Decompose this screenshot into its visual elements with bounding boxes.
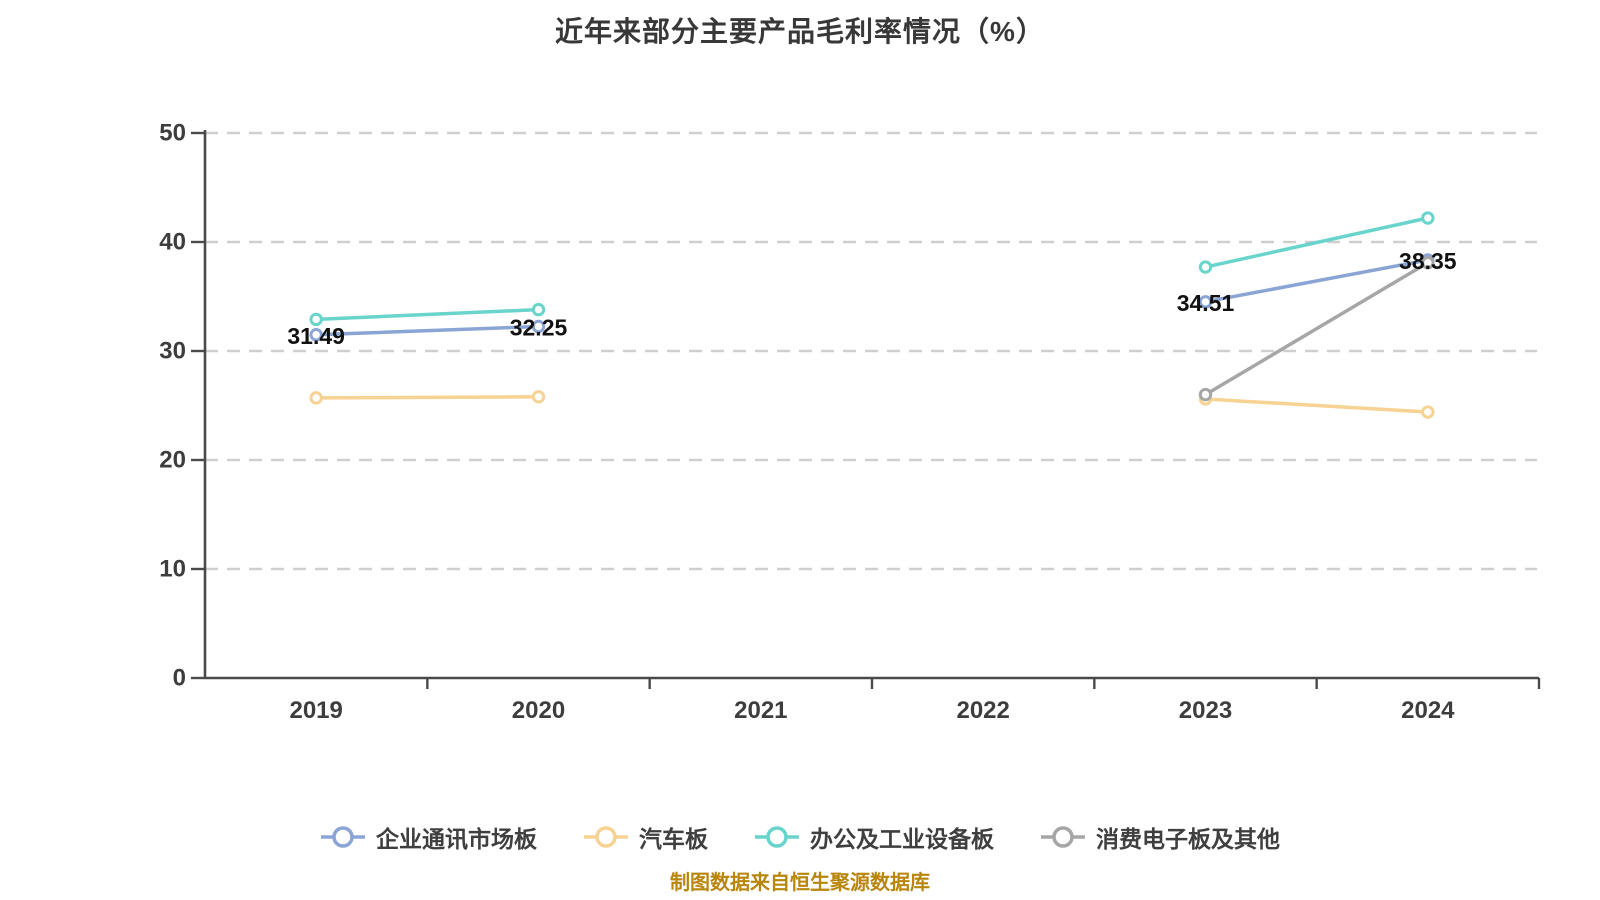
data-label: 31.49 <box>287 323 345 349</box>
series-line-1 <box>314 395 1430 414</box>
data-point[interactable] <box>309 328 323 342</box>
x-tick-label: 2021 <box>734 697 787 724</box>
legend-line-marker-icon <box>584 826 628 848</box>
data-point[interactable] <box>531 390 546 404</box>
data-point[interactable] <box>309 391 323 405</box>
series-1 <box>309 390 1435 419</box>
series-line-3 <box>1203 260 1430 397</box>
data-label: 34.51 <box>1177 290 1235 316</box>
legend-label: 办公及工业设备板 <box>810 826 994 852</box>
legend-item-2[interactable]: 办公及工业设备板 <box>754 820 994 854</box>
x-tick-label: 2020 <box>512 697 565 724</box>
x-tick-label: 2022 <box>956 697 1009 724</box>
data-point[interactable] <box>309 312 323 327</box>
data-point[interactable] <box>1421 405 1435 419</box>
data-label: 38.35 <box>1399 248 1457 274</box>
series-line-2 <box>314 216 1430 322</box>
legend-line-marker-icon <box>321 826 365 848</box>
data-label: 32.25 <box>510 314 568 340</box>
legend: 企业通讯市场板 汽车板 办公及工业设备板 消费电子板及其他 <box>0 820 1600 854</box>
data-point[interactable] <box>1198 260 1213 274</box>
series-line-0 <box>314 258 1430 337</box>
x-tick-label: 2019 <box>289 697 342 724</box>
series-0 <box>309 253 1435 342</box>
plot-area: 0 10 20 30 40 50 2019 2020 2021 2022 2023 2024 31.49… <box>159 120 1541 724</box>
data-point[interactable] <box>1421 211 1435 225</box>
data-point[interactable] <box>1198 387 1213 402</box>
legend-line-marker-icon <box>1041 826 1085 848</box>
data-point[interactable] <box>1421 256 1435 270</box>
legend-label: 消费电子板及其他 <box>1096 826 1280 852</box>
y-tick-label: 10 <box>159 556 186 583</box>
y-tick-label: 40 <box>159 229 186 256</box>
legend-line-marker-icon <box>755 826 799 848</box>
data-point[interactable] <box>531 319 546 334</box>
series-2 <box>309 211 1435 327</box>
y-tick-label: 0 <box>173 665 186 692</box>
legend-item-0[interactable]: 企业通讯市场板 <box>320 820 537 854</box>
data-source-note: 制图数据来自恒生聚源数据库 <box>670 872 930 894</box>
axes: 0 10 20 30 40 50 2019 2020 2021 2022 2023 2024 <box>159 120 1541 724</box>
data-point[interactable] <box>531 302 546 317</box>
y-tick-label: 30 <box>159 338 186 365</box>
gridlines <box>205 131 1537 571</box>
y-tick-label: 50 <box>159 120 186 147</box>
legend-label: 企业通讯市场板 <box>376 826 537 852</box>
y-tick-label: 20 <box>159 447 186 474</box>
x-tick-label: 2023 <box>1179 697 1232 724</box>
legend-item-1[interactable]: 汽车板 <box>583 820 708 854</box>
series-3 <box>1198 256 1435 402</box>
legend-item-3[interactable]: 消费电子板及其他 <box>1040 820 1280 854</box>
chart-title: 近年来部分主要产品毛利率情况（%） <box>555 16 1045 47</box>
data-point[interactable] <box>1198 295 1213 309</box>
legend-label: 汽车板 <box>639 826 708 852</box>
x-tick-label: 2024 <box>1401 697 1455 724</box>
